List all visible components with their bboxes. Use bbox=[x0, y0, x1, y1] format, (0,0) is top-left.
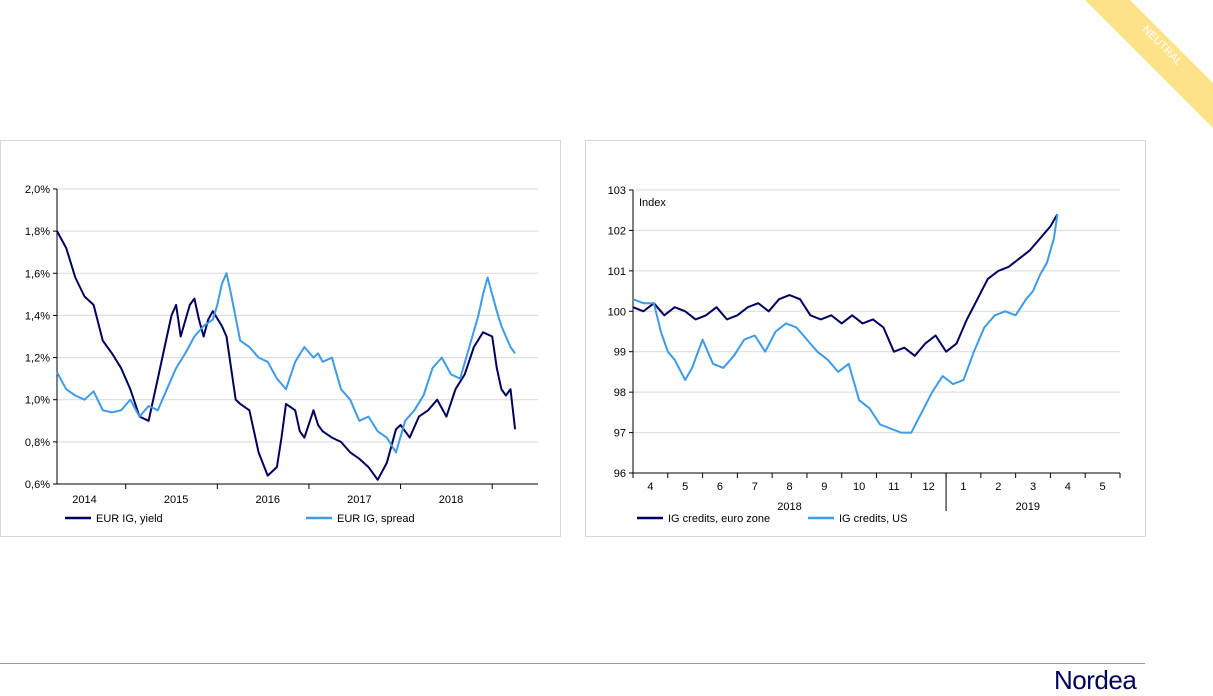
x-tick-label: 5 bbox=[682, 481, 688, 493]
nordea-logo: Nordea bbox=[1054, 665, 1137, 695]
year-label: 2019 bbox=[1016, 501, 1040, 513]
x-tick-label: 2014 bbox=[72, 494, 96, 506]
y-tick-label: 2,0% bbox=[25, 184, 50, 196]
y-tick-label: 101 bbox=[608, 266, 626, 278]
series-line-1 bbox=[56, 230, 517, 481]
x-tick-label: 2016 bbox=[255, 494, 279, 506]
x-tick-label: 12 bbox=[923, 481, 935, 493]
x-tick-label: 2 bbox=[995, 481, 1001, 493]
legend-label: IG credits, euro zone bbox=[668, 513, 770, 525]
series-line-1 bbox=[632, 213, 1059, 357]
y-tick-label: 1,8% bbox=[25, 226, 50, 238]
legend-label: IG credits, US bbox=[839, 513, 907, 525]
y-tick-label: 0,6% bbox=[25, 479, 50, 491]
series-line-2 bbox=[632, 214, 1059, 434]
legend-label: EUR IG, yield bbox=[96, 513, 163, 525]
eur-ig-chart-panel: 0,6% 0,8% 1,0% 1,2% 1,4% 1,6% 1,8% 2,0% 2014 2015… bbox=[0, 140, 561, 537]
y-tick-label: 97 bbox=[614, 428, 626, 440]
x-tick-label: 9 bbox=[821, 481, 827, 493]
x-tick-label: 11 bbox=[888, 481, 899, 493]
y-tick-label: 96 bbox=[614, 468, 626, 480]
y-tick-label: 103 bbox=[608, 185, 626, 197]
x-tick-label: 3 bbox=[1030, 481, 1036, 493]
x-tick-label: 8 bbox=[786, 481, 792, 493]
y-tick-label: 1,4% bbox=[25, 310, 50, 322]
x-tick-label: 7 bbox=[752, 481, 758, 493]
y-tick-label: 1,0% bbox=[25, 395, 50, 407]
x-tick-label: 2015 bbox=[164, 494, 188, 506]
y-tick-label: 0,8% bbox=[25, 437, 50, 449]
x-tick-label: 2018 bbox=[439, 494, 463, 506]
x-tick-label: 4 bbox=[647, 481, 653, 493]
neutral-ribbon-band bbox=[1085, 0, 1213, 128]
x-tick-label: 2017 bbox=[347, 494, 371, 506]
series-line-2 bbox=[56, 272, 516, 454]
y-tick-label: 1,6% bbox=[25, 268, 50, 280]
year-label: 2018 bbox=[777, 501, 801, 513]
y-tick-label: 100 bbox=[608, 306, 626, 318]
footer-divider bbox=[0, 663, 1145, 664]
x-tick-label: 5 bbox=[1100, 481, 1106, 493]
x-tick-label: 1 bbox=[960, 481, 966, 493]
legend-label: EUR IG, spread bbox=[337, 513, 415, 525]
y-tick-label: 99 bbox=[614, 347, 626, 359]
x-tick-label: 4 bbox=[1065, 481, 1071, 493]
neutral-ribbon: NEUTRAL bbox=[1085, 0, 1213, 128]
x-tick-label: 10 bbox=[853, 481, 865, 493]
y-tick-label: 98 bbox=[614, 387, 626, 399]
ig-credits-chart-panel: 96 97 98 99 100 101 102 103 4 5 6 7 8 9 10 11 12 1 2 3 4 5 201… bbox=[585, 140, 1146, 537]
y-tick-label: 102 bbox=[608, 225, 626, 237]
y-axis-label: Index bbox=[639, 197, 666, 209]
y-tick-label: 1,2% bbox=[25, 353, 50, 365]
x-tick-label: 6 bbox=[717, 481, 723, 493]
eur-ig-chart: 0,6% 0,8% 1,0% 1,2% 1,4% 1,6% 1,8% 2,0% 2014 2015… bbox=[25, 184, 538, 525]
